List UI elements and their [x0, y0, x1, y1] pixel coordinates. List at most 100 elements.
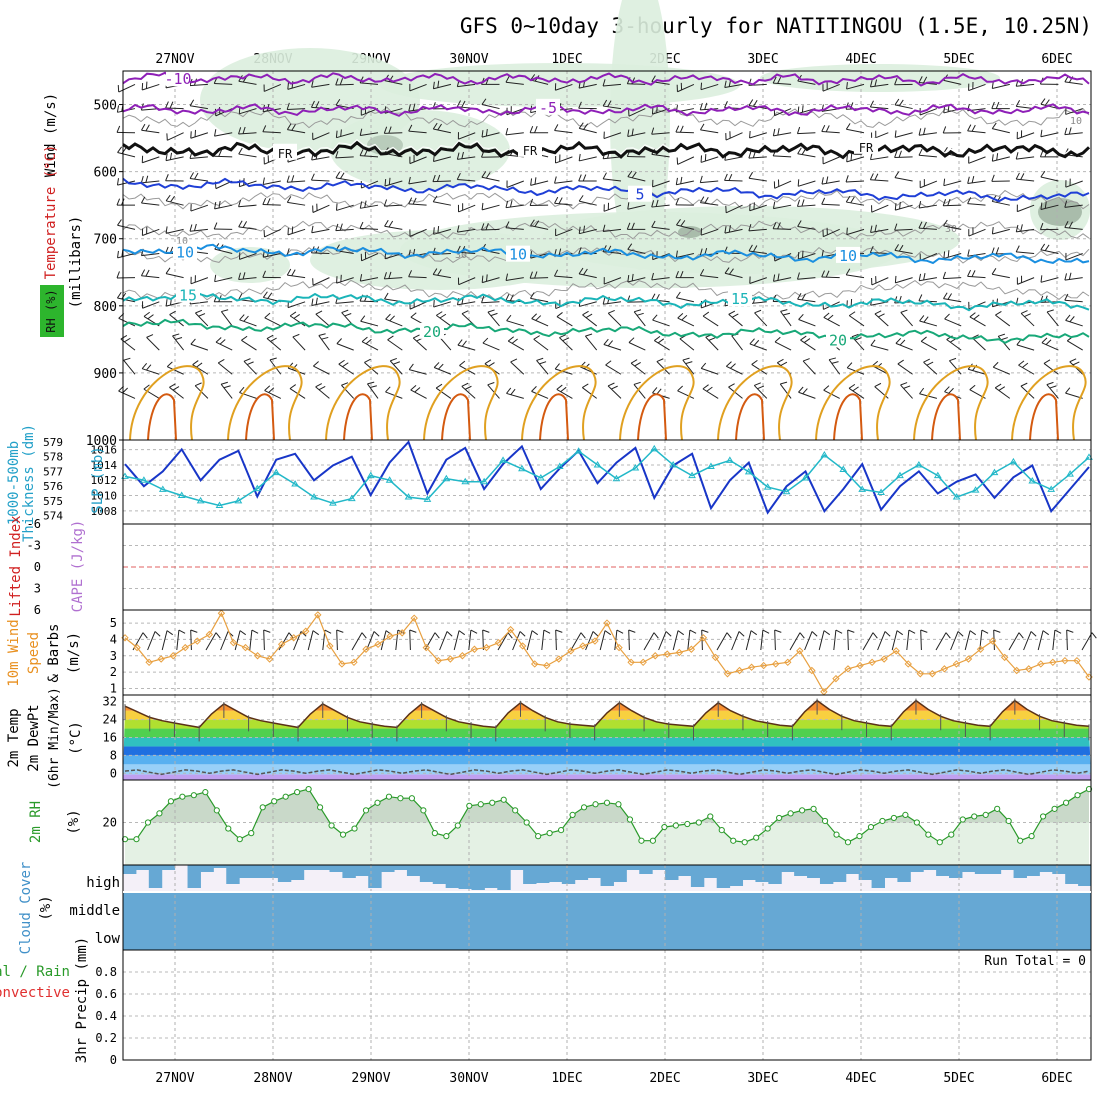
- wind-barb-flag: [701, 629, 709, 633]
- cloud-high-bar: [716, 865, 731, 888]
- wind-barb-flag: [825, 176, 829, 184]
- rh-point: [580, 804, 588, 811]
- rh-point: [489, 799, 496, 806]
- wind-barb: [360, 82, 379, 85]
- wind-barb-flag: [847, 629, 855, 633]
- rh-shading: [330, 110, 510, 190]
- wind-barb: [949, 360, 962, 375]
- wind-barb: [919, 204, 937, 209]
- wind10m-axis-label: 10m Wind: [6, 619, 22, 686]
- slp-point: [688, 471, 696, 479]
- rh-point: [569, 811, 576, 819]
- wind-barb: [117, 180, 136, 186]
- wind-barb: [870, 228, 889, 233]
- wind-barb-flag: [360, 315, 366, 322]
- wind-barb: [871, 277, 889, 286]
- wind-barb: [804, 631, 813, 651]
- rh-point: [362, 807, 370, 814]
- slp-point: [234, 496, 243, 504]
- wind-speed-point: [145, 658, 153, 667]
- wind-speed-point: [326, 642, 334, 650]
- slp-axis-label: SLP (mb): [90, 446, 106, 513]
- thickness-tick-label: 577: [43, 465, 63, 478]
- rh-point: [603, 799, 611, 806]
- rh-point: [271, 798, 278, 805]
- wind-barb: [190, 629, 192, 651]
- wind-barb-flag: [194, 382, 202, 387]
- wind-barb-flag: [846, 227, 848, 235]
- wind-barb: [749, 204, 767, 212]
- rh-point: [1028, 833, 1035, 840]
- rh-point: [351, 825, 358, 832]
- wind-barb: [433, 156, 452, 163]
- wind-barb-flag: [263, 629, 271, 633]
- cloud-high-bar: [974, 865, 989, 874]
- wind-barb-flag: [554, 269, 559, 277]
- wind-barb-flag: [1040, 243, 1046, 251]
- slp-point: [933, 471, 942, 479]
- cloud-high-bar: [213, 865, 227, 868]
- rh-point: [798, 807, 806, 814]
- wind-barb: [556, 388, 573, 399]
- wind-barb: [627, 277, 646, 283]
- wind-barb-flag: [874, 310, 882, 315]
- wind-barb: [481, 204, 500, 211]
- wind-barb-flag: [699, 103, 703, 110]
- wind-barb: [900, 384, 913, 399]
- wind-barb: [968, 156, 986, 164]
- wind-barb-flag: [602, 172, 607, 180]
- wind-tick-label: 1: [110, 681, 117, 695]
- wind-barb: [846, 83, 865, 90]
- wind-barb: [214, 155, 233, 158]
- wind-barb: [894, 177, 913, 182]
- wind-barb: [238, 204, 257, 208]
- wind-barb-flag: [627, 243, 633, 250]
- wind-barb-flag: [918, 76, 923, 83]
- wind-barb-flag: [481, 202, 484, 210]
- wind-barb: [262, 204, 281, 206]
- wind-barb-flag: [505, 221, 510, 228]
- rh-shading-dark: [1038, 198, 1082, 226]
- rh2m-axis-label: 2m RH: [28, 801, 44, 843]
- wind-barb-flag: [926, 361, 934, 366]
- wind-barb: [384, 80, 403, 85]
- isotherm-label: 10: [839, 247, 857, 265]
- wind-barb: [239, 180, 257, 188]
- wind-barb: [409, 83, 427, 92]
- rh-point: [454, 822, 461, 829]
- wind-barb: [774, 108, 792, 117]
- wind-barb-flag: [165, 194, 171, 202]
- wind-barb-flag: [628, 337, 635, 343]
- wind-barb-flag: [918, 128, 922, 136]
- wind-barb-flag: [456, 152, 460, 160]
- wind-barb-flag: [753, 100, 758, 107]
- wind-barb-flag: [410, 385, 417, 391]
- isotherm-label-bg: [173, 243, 197, 260]
- wind-barb: [874, 386, 889, 399]
- wind-barb-flag: [1091, 632, 1097, 639]
- wind-barb: [582, 387, 598, 399]
- wind-barb-flag: [653, 632, 659, 639]
- wind-barb: [481, 249, 500, 254]
- wind-barb-flag: [1039, 222, 1044, 230]
- wind-barb-flag: [749, 130, 751, 139]
- wind-barb-flag: [728, 310, 736, 315]
- wind-barb-flag: [262, 197, 267, 205]
- wind-barb-flag: [919, 315, 925, 322]
- wind-barb-flag: [943, 251, 946, 259]
- wind-barb-flag: [616, 629, 624, 634]
- wind-barb: [579, 228, 597, 235]
- cloud-high-bar: [445, 865, 460, 888]
- wind-barb-flag: [874, 79, 878, 87]
- wind-barb-flag: [748, 224, 752, 232]
- wind-barb: [1081, 632, 1093, 651]
- wind-barb-flag: [169, 101, 174, 109]
- wind-barb-flag: [116, 178, 120, 186]
- wind-barb: [241, 339, 257, 351]
- wind-barb-flag: [286, 175, 290, 183]
- temperature-band: [123, 755, 1091, 765]
- wind-barb: [797, 132, 816, 135]
- wind-barb: [338, 363, 354, 375]
- isotherm-label: -10: [164, 70, 191, 88]
- wind-barb-flag: [677, 312, 684, 319]
